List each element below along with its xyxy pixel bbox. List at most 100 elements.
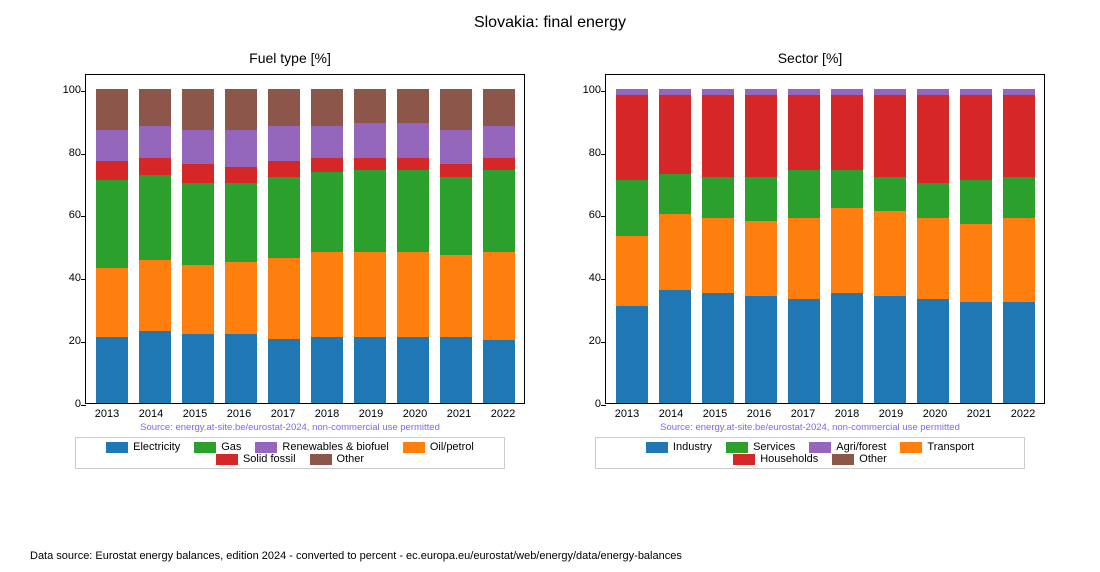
- bar-stack: [1003, 89, 1035, 403]
- legend-swatch: [194, 442, 216, 453]
- legend-swatch: [216, 454, 238, 465]
- bar-segment: [96, 130, 128, 161]
- legend-swatch: [809, 442, 831, 453]
- bar-segment: [225, 130, 257, 168]
- bar-segment: [96, 180, 128, 268]
- bar-segment: [745, 221, 777, 296]
- bar-segment: [702, 95, 734, 177]
- right-plot-area: [605, 74, 1045, 404]
- bar-segment: [702, 218, 734, 293]
- bar-segment: [788, 95, 820, 170]
- x-tick-label: 2014: [135, 408, 167, 420]
- x-tick-label: 2014: [655, 408, 687, 420]
- bar-segment: [745, 95, 777, 177]
- bar-segment: [483, 252, 515, 340]
- bar-segment: [225, 89, 257, 130]
- x-tick-label: 2018: [831, 408, 863, 420]
- legend-item: Other: [310, 453, 365, 465]
- legend-item: Gas: [194, 441, 241, 453]
- legend-item: Renewables & biofuel: [255, 441, 388, 453]
- bar-segment: [268, 126, 300, 161]
- bar-segment: [397, 337, 429, 403]
- legend-label: Solid fossil: [243, 453, 296, 465]
- bar-segment: [788, 170, 820, 217]
- legend-item: Households: [733, 453, 818, 465]
- left-source: Source: energy.at-site.be/eurostat-2024,…: [45, 422, 535, 433]
- legend-swatch: [733, 454, 755, 465]
- bar-segment: [139, 89, 171, 127]
- y-tick-label: 100: [63, 84, 81, 96]
- bar-segment: [483, 89, 515, 127]
- y-tick-label: 20: [69, 335, 81, 347]
- bar-stack: [440, 89, 472, 403]
- bar-segment: [659, 174, 691, 215]
- bar-segment: [483, 158, 515, 171]
- bar-segment: [917, 299, 949, 403]
- bar-segment: [788, 218, 820, 300]
- bar-segment: [139, 331, 171, 403]
- bar-segment: [96, 161, 128, 180]
- bar-segment: [311, 89, 343, 127]
- legend-label: Oil/petrol: [430, 441, 474, 453]
- y-tick-mark: [81, 279, 86, 280]
- bar-segment: [616, 180, 648, 237]
- legend-label: Electricity: [133, 441, 180, 453]
- bar-stack: [483, 89, 515, 403]
- y-tick-mark: [601, 154, 606, 155]
- bar-segment: [311, 172, 343, 252]
- bar-segment: [874, 211, 906, 296]
- right-legend: IndustryServicesAgri/forestTransportHous…: [595, 437, 1025, 469]
- left-subtitle: Fuel type [%]: [45, 50, 535, 66]
- bar-segment: [831, 293, 863, 403]
- bar-segment: [268, 89, 300, 127]
- legend-label: Industry: [673, 441, 712, 453]
- bar-segment: [139, 175, 171, 260]
- bar-segment: [483, 170, 515, 252]
- bar-stack: [96, 89, 128, 403]
- bar-stack: [354, 89, 386, 403]
- x-tick-label: 2018: [311, 408, 343, 420]
- x-tick-label: 2022: [1007, 408, 1039, 420]
- bar-segment: [397, 170, 429, 252]
- bar-segment: [874, 95, 906, 177]
- legend-swatch: [646, 442, 668, 453]
- y-tick-label: 40: [69, 272, 81, 284]
- x-tick-label: 2021: [443, 408, 475, 420]
- bar-segment: [702, 293, 734, 403]
- bar-segment: [874, 296, 906, 403]
- bar-segment: [1003, 177, 1035, 218]
- bar-segment: [440, 164, 472, 177]
- bar-segment: [354, 158, 386, 171]
- bar-stack: [397, 89, 429, 403]
- bar-segment: [397, 89, 429, 124]
- right-subtitle: Sector [%]: [565, 50, 1055, 66]
- legend-swatch: [255, 442, 277, 453]
- y-tick-label: 100: [583, 84, 601, 96]
- bar-segment: [268, 161, 300, 177]
- bar-stack: [139, 89, 171, 403]
- bar-stack: [225, 89, 257, 403]
- bar-segment: [616, 236, 648, 305]
- bar-segment: [354, 170, 386, 252]
- legend-label: Other: [337, 453, 365, 465]
- bar-segment: [354, 89, 386, 124]
- legend-item: Agri/forest: [809, 441, 886, 453]
- bar-segment: [440, 337, 472, 403]
- bar-stack: [788, 89, 820, 403]
- bar-segment: [139, 158, 171, 175]
- bar-segment: [960, 95, 992, 180]
- bar-segment: [268, 177, 300, 259]
- legend-swatch: [403, 442, 425, 453]
- right-chart-panel: Sector [%] 020406080100 2013201420152016…: [565, 32, 1055, 469]
- bar-segment: [440, 255, 472, 337]
- x-tick-label: 2015: [179, 408, 211, 420]
- y-tick-mark: [601, 405, 606, 406]
- bar-segment: [311, 158, 343, 172]
- bar-stack: [311, 89, 343, 403]
- legend-label: Renewables & biofuel: [282, 441, 388, 453]
- right-x-labels: 2013201420152016201720182019202020212022: [605, 408, 1045, 420]
- bar-segment: [659, 290, 691, 403]
- bar-segment: [440, 177, 472, 256]
- left-x-labels: 2013201420152016201720182019202020212022: [85, 408, 525, 420]
- bar-segment: [788, 299, 820, 403]
